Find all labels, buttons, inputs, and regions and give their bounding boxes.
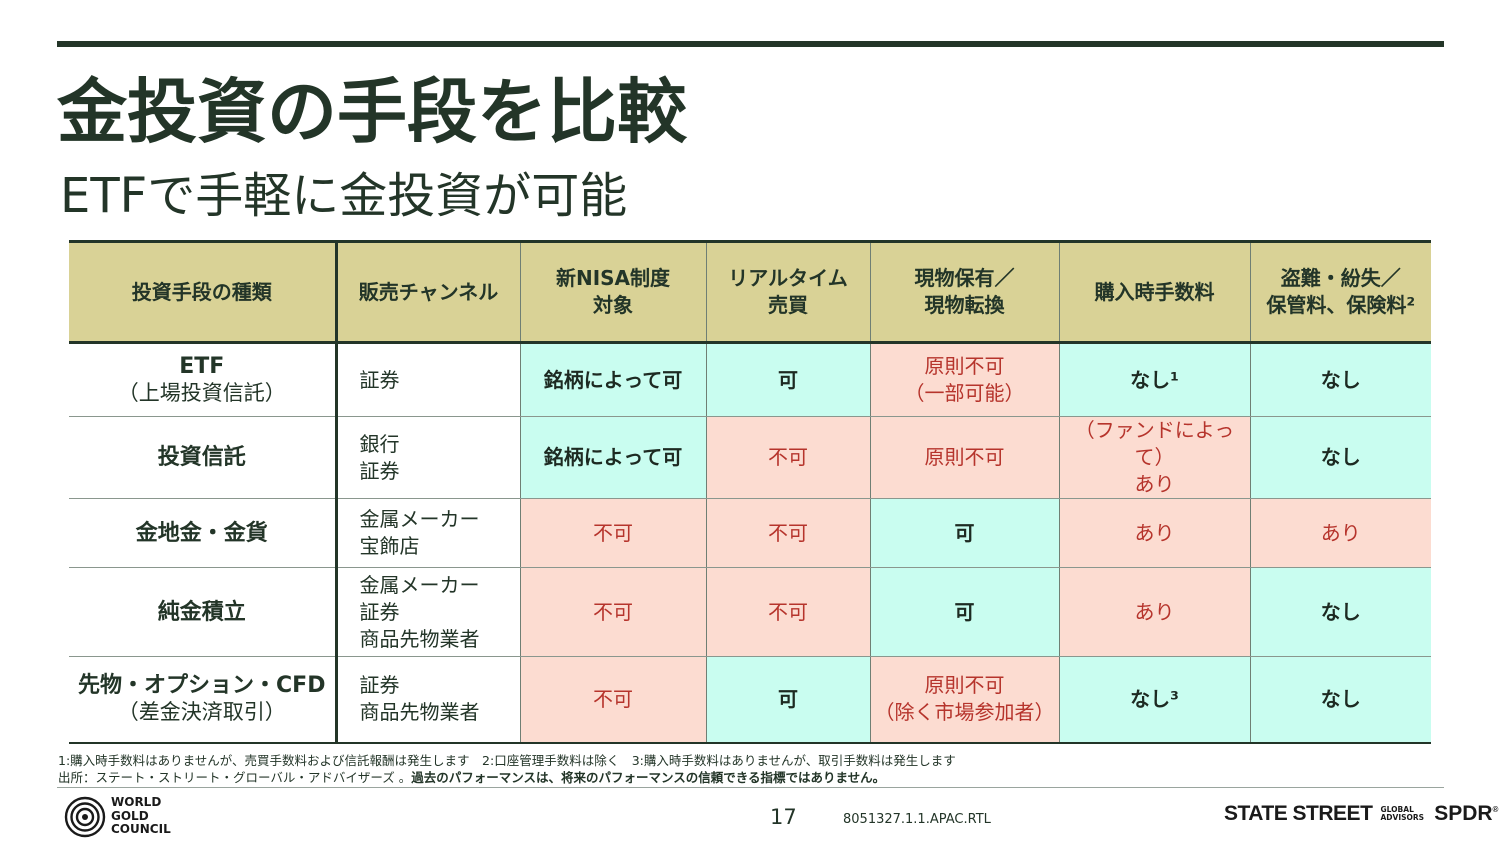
- page-title: 金投資の手段を比較: [57, 71, 687, 153]
- unavailable-cell: 不可: [705, 416, 871, 499]
- unavailable-cell: あり: [1249, 498, 1431, 568]
- header-investment-type: 投資手段の種類: [69, 240, 338, 344]
- ssga-global-advisors: GLOBAL ADVISORS: [1381, 806, 1425, 822]
- comparison-table: 投資手段の種類 販売チャンネル 新NISA制度 対象 リアルタイム 売買 現物保…: [69, 240, 1431, 744]
- unavailable-cell: 不可: [519, 567, 707, 657]
- sales-channel-cell: 銀行 証券: [335, 416, 521, 499]
- unavailable-cell: 原則不可: [869, 416, 1060, 499]
- investment-type-name: 先物・オプション・CFD: [78, 673, 326, 699]
- available-cell: 可: [869, 567, 1060, 657]
- unavailable-cell: あり: [1058, 567, 1251, 657]
- disclaimer-text: 過去のパフォーマンスは、将来のパフォーマンスの信頼できる指標ではありません。: [411, 770, 886, 785]
- investment-type-name: ETF: [179, 354, 225, 379]
- spdr-text: SPDR: [1434, 802, 1493, 825]
- source-text: 出所：ステート・ストリート・グローバル・アドバイザーズ 。: [58, 770, 412, 785]
- unavailable-cell: 原則不可 （除く市場参加者）: [869, 656, 1060, 744]
- available-cell: なし¹: [1058, 342, 1251, 417]
- unavailable-cell: （ファンドによって） あり: [1058, 416, 1251, 499]
- sales-channel-cell: 証券: [335, 342, 521, 417]
- header-sales-channel: 販売チャンネル: [335, 240, 521, 344]
- investment-type-cell: 金地金・金貨: [69, 498, 338, 568]
- unavailable-cell: 不可: [519, 656, 707, 744]
- investment-type-subtitle: （上場投資信託）: [117, 381, 286, 405]
- investment-type-name: 純金積立: [157, 599, 246, 625]
- available-cell: なし: [1249, 342, 1431, 417]
- available-cell: 可: [705, 342, 871, 417]
- header-realtime-trading: リアルタイム 売買: [705, 240, 871, 344]
- available-cell: なし: [1249, 416, 1431, 499]
- wgc-word-3: COUNCIL: [111, 822, 171, 836]
- header-nisa: 新NISA制度 対象: [519, 240, 707, 344]
- investment-type-cell: 純金積立: [69, 567, 338, 657]
- table-row: 純金積立 金属メーカー 証券 商品先物業者 不可 不可可あり なし: [69, 567, 1431, 657]
- unavailable-cell: 不可: [519, 498, 707, 568]
- unavailable-cell: あり: [1058, 498, 1251, 568]
- registered-mark: ®: [1492, 805, 1499, 814]
- table-row: 投資信託 銀行 証券 銘柄によって可 不可 原則不可 （ファンドによって） あり なし: [69, 416, 1431, 499]
- sales-channel-cell: 金属メーカー 証券 商品先物業者: [335, 567, 521, 657]
- header-purchase-fee: 購入時手数料: [1058, 240, 1251, 344]
- investment-type-cell: 先物・オプション・CFD （差金決済取引）: [69, 656, 338, 744]
- table-row: ETF （上場投資信託） 証券 銘柄によって可可原則不可 （一部可能） なし¹ なし: [69, 342, 1431, 417]
- available-cell: 銘柄によって可: [519, 342, 707, 417]
- sales-channel-cell: 証券 商品先物業者: [335, 656, 521, 744]
- document-code: 8051327.1.1.APAC.RTL: [843, 812, 991, 827]
- available-cell: 可: [705, 656, 871, 744]
- top-rule: [57, 41, 1444, 47]
- table-header-row: 投資手段の種類 販売チャンネル 新NISA制度 対象 リアルタイム 売買 現物保…: [69, 240, 1431, 344]
- sales-channel-cell: 金属メーカー 宝飾店: [335, 498, 521, 568]
- page-number: 17: [770, 805, 797, 829]
- investment-type-name: 投資信託: [157, 445, 246, 470]
- table-row: 先物・オプション・CFD （差金決済取引） 証券 商品先物業者 不可可原則不可 （除く…: [69, 656, 1431, 744]
- available-cell: 銘柄によって可: [519, 416, 707, 499]
- available-cell: 可: [869, 498, 1060, 568]
- wgc-word-2: GOLD: [111, 808, 149, 823]
- wgc-rings-icon: [64, 796, 106, 838]
- bottom-rule: [57, 787, 1444, 788]
- investment-type-cell: ETF （上場投資信託）: [69, 342, 338, 417]
- footnotes: 1:購入時手数料はありませんが、売買手数料および信託報酬は発生します 2:口座管…: [58, 752, 956, 786]
- source-line: 出所：ステート・ストリート・グローバル・アドバイザーズ 。過去のパフォーマンスは…: [58, 769, 956, 786]
- table-row: 金地金・金貨 金属メーカー 宝飾店 不可 不可可あり あり: [69, 498, 1431, 568]
- footnote-line: 1:購入時手数料はありませんが、売買手数料および信託報酬は発生します 2:口座管…: [58, 753, 956, 768]
- page-subtitle: ETFで手軽に金投資が可能: [60, 168, 628, 224]
- ssga-advisors: ADVISORS: [1380, 813, 1425, 822]
- world-gold-council-logo: WORLD GOLD COUNCIL: [64, 795, 214, 838]
- state-street-spdr-logo: STATE STREET GLOBAL ADVISORS SPDR®: [1224, 802, 1498, 832]
- wgc-word-1: WORLD: [111, 795, 162, 809]
- investment-type-name: 金地金・金貨: [135, 520, 268, 546]
- ssga-global: GLOBAL: [1380, 805, 1414, 814]
- ssga-name: STATE STREET: [1224, 802, 1373, 825]
- available-cell: なし: [1249, 567, 1431, 657]
- unavailable-cell: 原則不可 （一部可能）: [869, 342, 1060, 417]
- unavailable-cell: 不可: [705, 567, 871, 657]
- unavailable-cell: 不可: [705, 498, 871, 568]
- spdr-wordmark: SPDR®: [1434, 802, 1498, 825]
- investment-type-subtitle: （差金決済取引）: [117, 700, 286, 725]
- header-theft-storage: 盗難・紛失／ 保管料、保険料²: [1249, 240, 1431, 344]
- header-physical-holding: 現物保有／ 現物転換: [869, 240, 1060, 344]
- available-cell: なし: [1249, 656, 1431, 744]
- available-cell: なし³: [1058, 656, 1251, 744]
- investment-type-cell: 投資信託: [69, 416, 338, 499]
